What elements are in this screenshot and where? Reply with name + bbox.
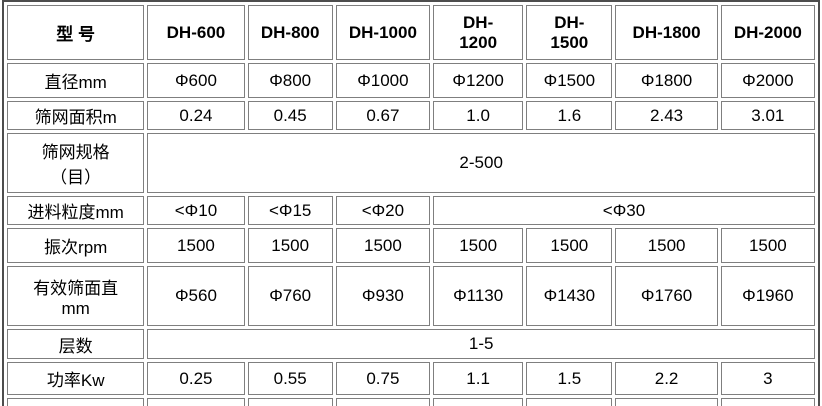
table-cell: 1.0 [433, 101, 524, 130]
table-cell: Φ930 [335, 266, 431, 326]
table-row-screen-area: 筛网面积m 0.24 0.45 0.67 1.0 1.6 2.43 3.01 [7, 101, 815, 130]
table-cell: 0.24 [147, 101, 245, 130]
table-row-diameter: 直径mm Φ600 Φ800 Φ1000 Φ1200 Φ1500 Φ1800 Φ… [7, 63, 815, 98]
table-cell: 2.2 [615, 362, 718, 395]
table-row-layers: 层数 1-5 [7, 329, 815, 359]
table-cell: Φ1130 [433, 266, 524, 326]
table-cell: 3.01 [720, 101, 815, 130]
table-cell: 1.5 [526, 362, 613, 395]
table-cell: <Φ15 [247, 196, 333, 225]
table-cell: Φ560 [147, 266, 245, 326]
row-label: 进料粒度mm [7, 196, 145, 225]
table-cell [526, 398, 613, 406]
table-cell: 0.45 [247, 101, 333, 130]
table-cell [720, 398, 815, 406]
table-cell: 0.55 [247, 362, 333, 395]
table-cell: 0.67 [335, 101, 431, 130]
table-cell: Φ800 [247, 63, 333, 98]
table-cell: Φ1500 [526, 63, 613, 98]
table-cell: 1500 [335, 228, 431, 263]
table-cell [433, 398, 524, 406]
table-cell: 1.1 [433, 362, 524, 395]
table-cell: 0.75 [335, 362, 431, 395]
table-row-mesh-spec: 筛网规格 （目） 2-500 [7, 133, 815, 193]
table-cell: 3 [720, 362, 815, 395]
table-cell: Φ1760 [615, 266, 718, 326]
table-cell: 1500 [147, 228, 245, 263]
table-cell: <Φ20 [335, 196, 431, 225]
table-header-row: 型 号 DH-600 DH-800 DH-1000 DH- 1200 DH- 1… [7, 5, 815, 60]
header-model: DH-2000 [720, 5, 815, 60]
table-cell: 0.25 [147, 362, 245, 395]
merged-cell: 2-500 [147, 133, 815, 193]
merged-cell: 1-5 [147, 329, 815, 359]
table-row-vibration: 振次rpm 1500 1500 1500 1500 1500 1500 1500 [7, 228, 815, 263]
table-cell [7, 398, 145, 406]
table-cell: <Φ10 [147, 196, 245, 225]
table-cell: Φ760 [247, 266, 333, 326]
table-row-effective-surface: 有效筛面直 mm Φ560 Φ760 Φ930 Φ1130 Φ1430 Φ176… [7, 266, 815, 326]
row-label: 振次rpm [7, 228, 145, 263]
row-label: 筛网规格 （目） [7, 133, 145, 193]
table-cell: Φ1430 [526, 266, 613, 326]
table-cell [247, 398, 333, 406]
table-cell: Φ2000 [720, 63, 815, 98]
header-label-model: 型 号 [7, 5, 145, 60]
row-label: 有效筛面直 mm [7, 266, 145, 326]
header-model: DH- 1500 [526, 5, 613, 60]
header-model: DH-1000 [335, 5, 431, 60]
table-cell: Φ1000 [335, 63, 431, 98]
table-cell: 1500 [433, 228, 524, 263]
row-label: 层数 [7, 329, 145, 359]
table-cell [615, 398, 718, 406]
table-cell: Φ1800 [615, 63, 718, 98]
table-cell: Φ1960 [720, 266, 815, 326]
table-cell: 1500 [247, 228, 333, 263]
table-cell: Φ1200 [433, 63, 524, 98]
table-cell [335, 398, 431, 406]
table-cell [147, 398, 245, 406]
table-cell: 1.6 [526, 101, 613, 130]
row-label: 直径mm [7, 63, 145, 98]
table-cell: 1500 [615, 228, 718, 263]
table-cell: Φ600 [147, 63, 245, 98]
row-label: 筛网面积m [7, 101, 145, 130]
table-row-power: 功率Kw 0.25 0.55 0.75 1.1 1.5 2.2 3 [7, 362, 815, 395]
header-model: DH-600 [147, 5, 245, 60]
header-model: DH- 1200 [433, 5, 524, 60]
merged-cell: <Φ30 [433, 196, 815, 225]
table-cell: 2.43 [615, 101, 718, 130]
table-row-cutoff [7, 398, 815, 406]
table-row-feed-size: 进料粒度mm <Φ10 <Φ15 <Φ20 <Φ30 [7, 196, 815, 225]
row-label: 功率Kw [7, 362, 145, 395]
table-cell: 1500 [720, 228, 815, 263]
table-cell: 1500 [526, 228, 613, 263]
header-model: DH-1800 [615, 5, 718, 60]
header-model: DH-800 [247, 5, 333, 60]
